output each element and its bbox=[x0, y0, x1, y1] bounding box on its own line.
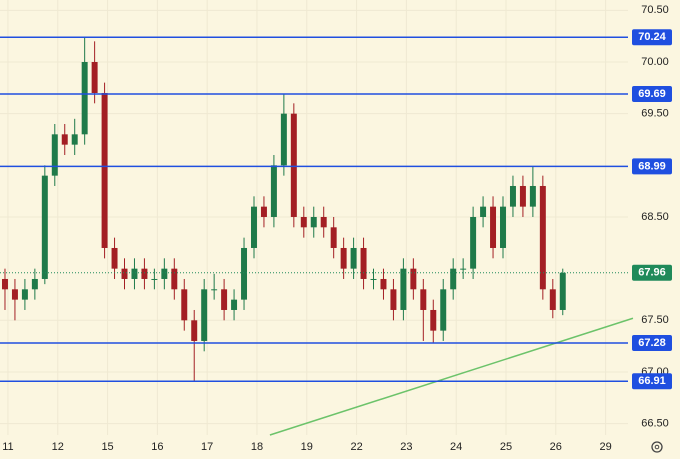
x-tick-label: 12 bbox=[52, 441, 64, 453]
candle-body bbox=[101, 92, 108, 248]
settings-icon[interactable] bbox=[651, 441, 663, 453]
level-label: 68.99 bbox=[638, 160, 666, 172]
candle-body bbox=[111, 247, 118, 269]
y-tick-label: 70.50 bbox=[641, 4, 669, 16]
candle-body bbox=[529, 185, 536, 207]
candle-body bbox=[151, 278, 158, 280]
candle-body bbox=[231, 299, 238, 310]
candle-body bbox=[91, 61, 98, 93]
candle-body bbox=[290, 113, 297, 217]
candle-body bbox=[201, 289, 208, 341]
candle-body bbox=[191, 320, 198, 341]
candle-body bbox=[420, 289, 427, 310]
candle-body bbox=[280, 113, 287, 166]
candle-body bbox=[310, 216, 317, 228]
candle-body bbox=[71, 134, 78, 145]
x-tick-label: 23 bbox=[400, 441, 412, 453]
x-tick-label: 19 bbox=[301, 441, 313, 453]
x-tick-label: 26 bbox=[550, 441, 562, 453]
candle-body bbox=[440, 289, 447, 331]
candle-body bbox=[519, 185, 526, 207]
candle-body bbox=[161, 268, 168, 279]
last-price-label: 67.96 bbox=[638, 267, 666, 279]
y-tick-label: 66.50 bbox=[641, 418, 669, 430]
candle-body bbox=[390, 289, 397, 310]
candle-body bbox=[450, 268, 457, 290]
candle-body bbox=[221, 289, 228, 310]
candle-body bbox=[380, 278, 387, 290]
candle-body bbox=[460, 268, 467, 270]
candle-body bbox=[241, 247, 248, 300]
candle-body bbox=[559, 272, 566, 310]
candle-body bbox=[330, 227, 337, 248]
x-tick-label: 18 bbox=[251, 441, 263, 453]
level-label-bg bbox=[632, 86, 672, 103]
y-tick-label: 70.00 bbox=[641, 56, 669, 68]
candle-body bbox=[340, 247, 347, 269]
x-tick-label: 15 bbox=[101, 441, 113, 453]
candle-body bbox=[549, 289, 556, 310]
candle-body bbox=[260, 206, 267, 217]
candle-body bbox=[251, 206, 257, 248]
candle-body bbox=[181, 289, 188, 321]
candle-body bbox=[500, 206, 506, 248]
x-tick-label: 25 bbox=[500, 441, 512, 453]
level-label: 70.24 bbox=[638, 31, 666, 43]
x-tick-label: 17 bbox=[201, 441, 213, 453]
candle-body bbox=[11, 289, 18, 300]
candle-body bbox=[121, 268, 128, 279]
candle-body bbox=[360, 247, 367, 279]
level-label-bg bbox=[632, 335, 672, 352]
candle-body bbox=[539, 185, 546, 290]
candle-body bbox=[470, 216, 477, 269]
candle-body bbox=[410, 268, 417, 290]
level-label: 69.69 bbox=[638, 88, 666, 100]
candle-body bbox=[1, 278, 8, 290]
level-label-bg bbox=[632, 158, 672, 175]
candle-body bbox=[490, 206, 497, 248]
candle-body bbox=[51, 134, 58, 176]
candle-body bbox=[41, 175, 48, 279]
candle-body bbox=[400, 268, 407, 310]
last-price-label-bg bbox=[632, 264, 672, 281]
candle-body bbox=[211, 289, 218, 291]
level-label-bg bbox=[632, 29, 672, 46]
candle-body bbox=[131, 268, 138, 279]
candle-body bbox=[21, 289, 28, 300]
candle-body bbox=[270, 165, 277, 217]
candle-body bbox=[61, 134, 68, 145]
candle-body bbox=[509, 185, 516, 207]
x-tick-label: 22 bbox=[350, 441, 362, 453]
x-tick-label: 24 bbox=[450, 441, 462, 453]
candle-body bbox=[171, 268, 178, 290]
candle-body bbox=[370, 278, 377, 280]
level-label: 67.28 bbox=[638, 337, 666, 349]
candle-body bbox=[31, 278, 38, 290]
x-tick-label: 16 bbox=[151, 441, 163, 453]
trendline bbox=[269, 317, 634, 436]
level-label-bg bbox=[632, 373, 672, 390]
y-tick-label: 67.50 bbox=[641, 314, 669, 326]
level-label: 66.91 bbox=[638, 375, 666, 387]
candle-body bbox=[350, 247, 357, 269]
candle-body bbox=[320, 216, 327, 228]
candle-body bbox=[480, 206, 487, 217]
candle-body bbox=[300, 216, 307, 228]
y-tick-label: 68.50 bbox=[641, 211, 669, 223]
x-tick-label: 29 bbox=[599, 441, 611, 453]
candle-body bbox=[141, 268, 148, 279]
candle-body bbox=[430, 309, 437, 331]
settings-icon-center bbox=[654, 444, 660, 450]
x-tick-label: 11 bbox=[2, 441, 13, 453]
candle-body bbox=[81, 61, 88, 135]
y-tick-label: 69.50 bbox=[641, 108, 669, 120]
